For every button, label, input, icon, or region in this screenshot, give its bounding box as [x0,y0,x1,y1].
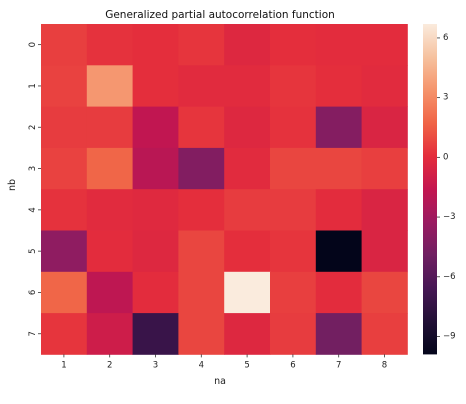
heatmap-cell-nb0-na6 [270,24,317,66]
heatmap-cell-nb7-na7 [315,313,362,355]
heatmap-cell-nb4-na5 [224,189,271,231]
heatmap-cell-nb7-na1 [41,313,88,355]
colorbar-scale [423,24,437,355]
colorbar-tick-label: −6 [443,272,456,282]
heatmap-cell-nb0-na7 [315,24,362,66]
heatmap-cells [41,24,408,355]
heatmap-cell-nb2-na4 [178,106,225,149]
x-tick-label: 4 [199,360,204,370]
y-tick-label: 4 [28,207,38,212]
heatmap-cell-nb5-na7 [315,230,362,273]
heatmap-cell-nb2-na2 [86,106,133,149]
heatmap-cell-nb5-na1 [41,230,88,273]
heatmap-cell-nb5-na6 [270,230,317,273]
x-tick-label: 5 [244,360,249,370]
heatmap-cell-nb3-na3 [132,147,179,190]
colorbar-tick-label: −3 [443,212,456,222]
heatmap-cell-nb7-na2 [86,313,133,355]
heatmap-cell-nb0-na2 [86,24,133,66]
heatmap-cell-nb3-na8 [361,147,408,190]
heatmap-cell-nb2-na6 [270,106,317,149]
heatmap-cell-nb4-na1 [41,189,88,231]
heatmap-cell-nb4-na8 [361,189,408,231]
heatmap-cell-nb4-na7 [315,189,362,231]
heatmap-cell-nb7-na6 [270,313,317,355]
heatmap-cell-nb3-na7 [315,147,362,190]
x-tick-label: 1 [61,360,66,370]
heatmap-cell-nb6-na3 [132,271,179,314]
heatmap-cell-nb1-na5 [224,65,271,107]
heatmap-cell-nb0-na4 [178,24,225,66]
y-axis-label: nb [7,179,18,191]
y-axis-ticks: 0 1 2 3 4 5 6 7 [28,42,41,336]
y-tick-label: 0 [28,42,38,47]
heatmap-cell-nb4-na6 [270,189,317,231]
x-tick-label: 6 [290,360,295,370]
y-tick-label: 3 [28,166,38,171]
y-tick-label: 7 [28,331,38,336]
colorbar-tick-label: 6 [443,33,448,43]
heatmap-cell-nb5-na4 [178,230,225,273]
heatmap-cell-nb0-na3 [132,24,179,66]
x-tick-label: 8 [382,360,387,370]
y-tick-label: 1 [28,83,38,88]
colorbar-tick-label: 0 [443,152,448,162]
heatmap-cell-nb4-na3 [132,189,179,231]
heatmap-cell-nb0-na5 [224,24,271,66]
heatmap-cell-nb0-na1 [41,24,88,66]
heatmap-cell-nb3-na2 [86,147,133,190]
heatmap-cell-nb1-na8 [361,65,408,107]
heatmap-cell-nb1-na6 [270,65,317,107]
heatmap-cell-nb0-na8 [361,24,408,66]
x-axis-label: na [214,376,226,387]
x-tick-label: 7 [336,360,341,370]
heatmap-cell-nb4-na4 [178,189,225,231]
heatmap-cell-nb6-na5 [224,271,271,314]
heatmap-cell-nb2-na7 [315,106,362,149]
heatmap-cell-nb2-na5 [224,106,271,149]
heatmap-cell-nb2-na1 [41,106,88,149]
heatmap-cell-nb1-na1 [41,65,88,107]
heatmap-cell-nb3-na1 [41,147,88,190]
chart-title: Generalized partial autocorrelation func… [105,9,335,21]
x-axis-ticks: 1 2 3 4 5 6 7 8 [61,354,387,370]
colorbar: −9 −6 −3 0 3 6 [423,24,456,355]
heatmap-cell-nb3-na6 [270,147,317,190]
y-tick-label: 2 [28,125,38,130]
colorbar-tick-label: 3 [443,93,448,103]
heatmap-cell-nb4-na2 [86,189,133,231]
heatmap-cell-nb1-na3 [132,65,179,107]
x-tick-label: 3 [153,360,158,370]
heatmap-cell-nb5-na8 [361,230,408,273]
heatmap-cell-nb2-na8 [361,106,408,149]
heatmap-cell-nb6-na2 [86,271,133,314]
heatmap-cell-nb2-na3 [132,106,179,149]
x-tick-label: 2 [107,360,112,370]
heatmap-cell-nb7-na3 [132,313,179,355]
heatmap-cell-nb6-na6 [270,271,317,314]
heatmap-cell-nb5-na3 [132,230,179,273]
heatmap-cell-nb7-na4 [178,313,225,355]
heatmap-cell-nb6-na7 [315,271,362,314]
heatmap-cell-nb5-na5 [224,230,271,273]
heatmap-cell-nb3-na5 [224,147,271,190]
colorbar-tick-label: −9 [443,331,456,341]
heatmap-cell-nb7-na8 [361,313,408,355]
y-tick-label: 6 [28,290,38,295]
y-tick-label: 5 [28,248,38,253]
heatmap-cell-nb7-na5 [224,313,271,355]
heatmap-cell-nb3-na4 [178,147,225,190]
heatmap-cell-nb1-na2 [86,65,133,107]
heatmap-cell-nb5-na2 [86,230,133,273]
heatmap-cell-nb6-na4 [178,271,225,314]
heatmap-cell-nb1-na7 [315,65,362,107]
heatmap-cell-nb6-na1 [41,271,88,314]
heatmap-cell-nb1-na4 [178,65,225,107]
heatmap-cell-nb6-na8 [361,271,408,314]
